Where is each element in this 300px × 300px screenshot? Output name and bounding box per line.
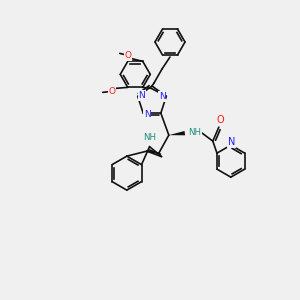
Polygon shape xyxy=(169,131,185,135)
Text: O: O xyxy=(108,87,115,96)
Text: N: N xyxy=(159,92,166,101)
Text: N: N xyxy=(228,137,236,147)
Text: NH: NH xyxy=(188,128,201,136)
Text: O: O xyxy=(124,51,131,60)
Text: O: O xyxy=(216,115,224,125)
Text: N: N xyxy=(144,110,151,118)
Text: NH: NH xyxy=(143,133,156,142)
Text: N: N xyxy=(138,91,145,100)
